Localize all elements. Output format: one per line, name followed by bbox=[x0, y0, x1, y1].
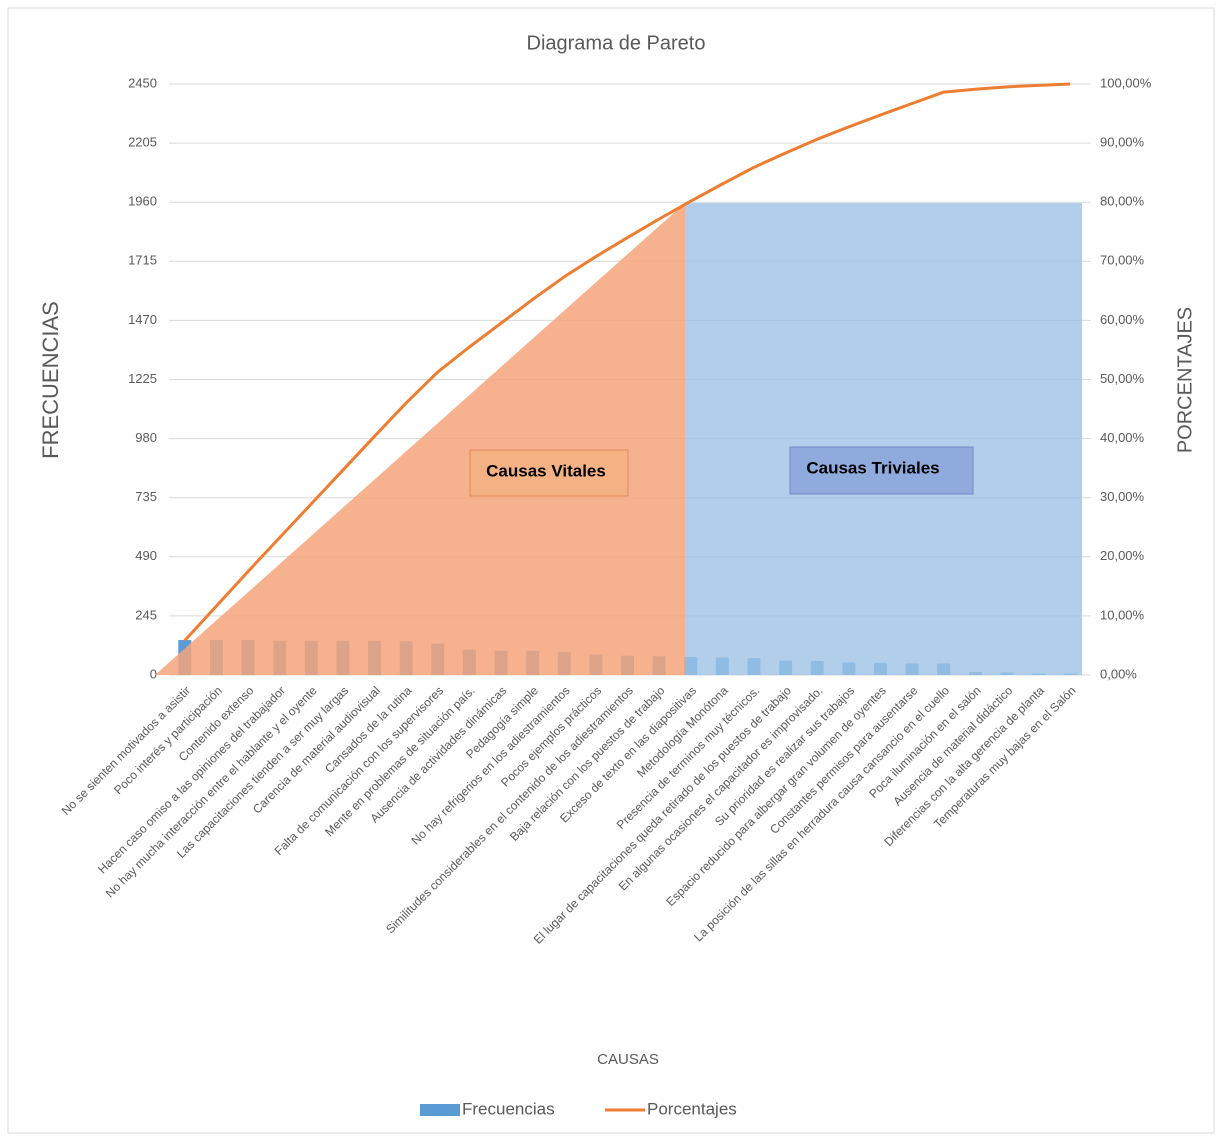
y2-tick-label: 30,00% bbox=[1100, 489, 1145, 504]
legend-swatch bbox=[420, 1104, 460, 1116]
y-tick-label: 2450 bbox=[128, 75, 157, 90]
y2-tick-label: 50,00% bbox=[1100, 371, 1145, 386]
legend-label: Frecuencias bbox=[462, 1099, 555, 1118]
x-axis-title: CAUSAS bbox=[597, 1051, 659, 1068]
y-tick-label: 2205 bbox=[128, 135, 157, 150]
trivial-region bbox=[685, 203, 1082, 675]
annotation-box bbox=[789, 446, 974, 495]
y-tick-label: 0 bbox=[150, 666, 157, 681]
y2-tick-label: 0,00% bbox=[1100, 666, 1137, 681]
regions: Causas Vitales Causas Triviales bbox=[155, 203, 1082, 675]
y-tick-label: 1960 bbox=[128, 194, 157, 209]
y-tick-label: 1470 bbox=[128, 312, 157, 327]
y-tick-label: 1225 bbox=[128, 371, 157, 386]
y2-tick-label: 40,00% bbox=[1100, 430, 1145, 445]
y2-tick-label: 10,00% bbox=[1100, 607, 1145, 622]
y-tick-label: 490 bbox=[135, 548, 157, 563]
annotation: Causas Vitales bbox=[486, 461, 606, 480]
chart-title: Diagrama de Pareto bbox=[527, 32, 706, 54]
y2-tick-label: 20,00% bbox=[1100, 548, 1145, 563]
line bbox=[183, 82, 1071, 642]
y-tick-label: 980 bbox=[135, 430, 157, 445]
y2-tick-label: 70,00% bbox=[1100, 253, 1145, 268]
annotation: Causas Triviales bbox=[806, 458, 939, 477]
annotation-box bbox=[469, 449, 629, 497]
y-tick-label: 735 bbox=[135, 489, 157, 504]
y2-tick-label: 90,00% bbox=[1100, 135, 1145, 150]
legend-label: Porcentajes bbox=[647, 1099, 737, 1118]
y2-tick-label: 80,00% bbox=[1100, 194, 1145, 209]
vital-region bbox=[155, 203, 685, 675]
y-axis-title: FRECUENCIAS bbox=[38, 301, 63, 459]
y2-axis-title: PORCENTAJES bbox=[1174, 307, 1196, 453]
y-tick-label: 1715 bbox=[128, 253, 157, 268]
y-tick-label: 245 bbox=[135, 607, 157, 622]
y2-tick-label: 60,00% bbox=[1100, 312, 1145, 327]
y2-tick-label: 100,00% bbox=[1100, 75, 1152, 90]
